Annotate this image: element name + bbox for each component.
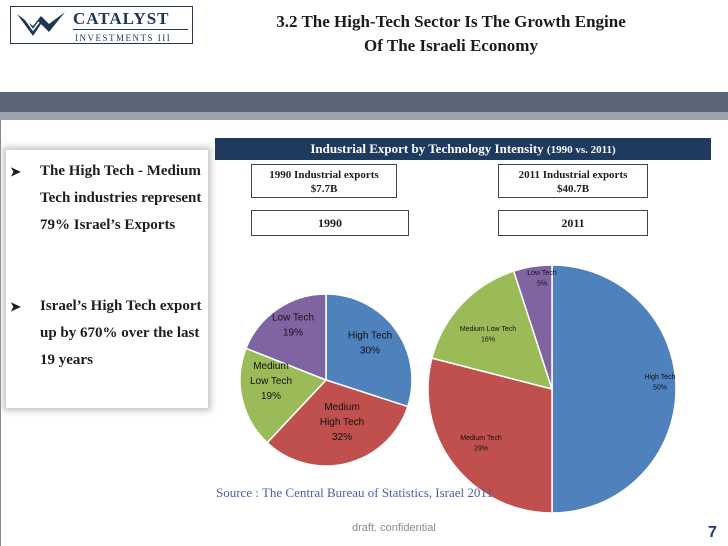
pie-label-1990-0: High Tech 30% — [348, 331, 392, 357]
slide-left-border — [0, 0, 1, 546]
arrow-bullet-icon: ➤ — [10, 164, 21, 179]
pie-label-1990-3: Low Tech 19% — [272, 313, 314, 339]
chart-header: Industrial Export by Technology Intensit… — [215, 138, 711, 160]
exports-2011-value: $40.7B — [556, 183, 590, 195]
chart-header-title: Industrial Export by Technology Intensit… — [310, 141, 544, 156]
catalyst-bird-icon — [17, 12, 65, 36]
pie-slice-2011-2 — [430, 270, 554, 391]
bullet-text: The High Tech - Medium Tech industries r… — [40, 163, 202, 233]
header: CATALYST INVESTMENTS III 3.2 The High-Te… — [0, 0, 728, 92]
pie-label-2011-1: Medium Tech 29% — [460, 435, 502, 453]
pie-slice-1990-3 — [245, 293, 327, 382]
exports-2011-box: 2011 Industrial exports $40.7B — [498, 164, 648, 198]
pie-label-1990-1: Medium High Tech 32% — [320, 402, 364, 443]
exports-1990-box: 1990 Industrial exports $7.7B — [251, 164, 397, 198]
page-title: 3.2 The High-Tech Sector Is The Growth E… — [196, 10, 706, 58]
logo-name: CATALYST — [73, 9, 170, 28]
pie-label-2011-3: Low Tech 5% — [527, 270, 557, 288]
pie-slice-2011-1 — [427, 357, 553, 514]
pie-label-2011-2: Medium Low Tech 16% — [460, 326, 516, 344]
page-title-line1: 3.2 The High-Tech Sector Is The Growth E… — [276, 12, 626, 31]
year-2011-box: 2011 — [498, 210, 648, 236]
bullet-item: ➤ Israel’s High Tech export up by 670% o… — [10, 293, 208, 374]
pie-slice-2011-0 — [551, 264, 677, 514]
logo-divider — [73, 29, 188, 30]
bullet-text: Israel’s High Tech export up by 670% ove… — [40, 298, 202, 368]
pie-slice-2011-3 — [512, 264, 553, 390]
exports-1990-label: 1990 Industrial exports — [269, 169, 379, 181]
exports-2011-label: 2011 Industrial exports — [518, 169, 628, 181]
pie-label-1990-2: Medium Low Tech 19% — [250, 361, 292, 402]
bullet-panel: ➤ The High Tech - Medium Tech industries… — [6, 150, 208, 408]
year-1990-box: 1990 — [251, 210, 409, 236]
page-number: 7 — [708, 524, 717, 541]
logo-subtitle: INVESTMENTS III — [75, 33, 172, 43]
header-band — [0, 92, 728, 112]
page-title-line2: Of The Israeli Economy — [364, 36, 538, 55]
bullet-item: ➤ The High Tech - Medium Tech industries… — [10, 158, 208, 239]
chart-header-period: (1990 vs. 2011) — [546, 144, 616, 156]
pie-slice-1990-0 — [325, 293, 413, 408]
pie-label-2011-0: High Tech 50% — [644, 374, 675, 392]
header-band-strip — [0, 112, 728, 120]
exports-1990-value: $7.7B — [310, 183, 338, 195]
source-note: Source : The Central Bureau of Statistic… — [216, 485, 493, 500]
catalyst-logo: CATALYST INVESTMENTS III — [10, 6, 193, 44]
pie-slice-1990-1 — [266, 379, 409, 467]
footer-text: draft. confidential — [352, 522, 436, 534]
arrow-bullet-icon: ➤ — [10, 299, 21, 314]
